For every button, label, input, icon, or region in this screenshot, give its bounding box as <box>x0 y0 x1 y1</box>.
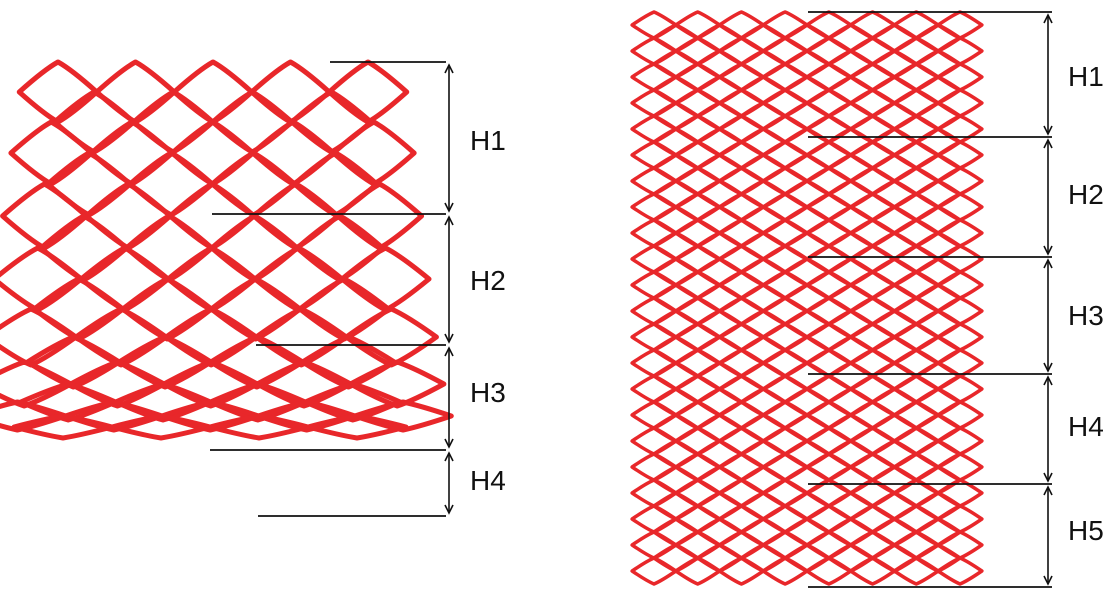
left-mesh-row <box>0 181 425 251</box>
arrowhead <box>444 202 454 213</box>
arrowhead <box>444 346 454 357</box>
left-mesh-row <box>16 59 410 125</box>
arrowhead <box>1043 258 1053 269</box>
left-segment-label: H1 <box>470 125 506 156</box>
arrowhead <box>1043 375 1053 386</box>
arrowhead <box>1043 125 1053 136</box>
arrowhead <box>1043 245 1053 256</box>
arrowhead <box>444 438 454 449</box>
right-segment-label: H5 <box>1068 515 1104 546</box>
arrowhead <box>1043 485 1053 496</box>
left-mesh-row <box>0 245 432 313</box>
left-segment-label: H2 <box>470 265 506 296</box>
arrowhead <box>444 333 454 344</box>
arrowhead <box>1043 575 1053 586</box>
left-segment-label: H4 <box>470 465 506 496</box>
arrowhead <box>444 63 454 74</box>
arrowhead <box>444 504 454 515</box>
right-segment-label: H2 <box>1068 179 1104 210</box>
arrowhead <box>1043 138 1053 149</box>
left-expanded-mesh <box>0 59 454 441</box>
arrowhead <box>1043 13 1053 24</box>
left-mesh-figure: H1 H2 H3 H4 <box>0 59 506 517</box>
arrowhead <box>1043 472 1053 483</box>
right-segment-labels: H1 H2 H3 H4 H5 <box>1068 61 1104 546</box>
right-segment-label: H1 <box>1068 61 1104 92</box>
right-segment-label: H4 <box>1068 411 1104 442</box>
arrowhead <box>1043 362 1053 373</box>
right-segment-label: H3 <box>1068 300 1104 331</box>
left-mesh-row <box>11 413 409 441</box>
arrowhead <box>444 215 454 226</box>
right-mesh-row <box>630 556 984 586</box>
left-mesh-row <box>8 119 417 187</box>
arrowhead <box>444 451 454 462</box>
left-segment-labels: H1 H2 H3 H4 <box>470 125 506 496</box>
right-dimension-lines <box>808 11 1053 588</box>
left-dimension-lines <box>210 61 454 517</box>
right-mesh-figure: H1 H2 H3 H4 H5 <box>630 10 1104 588</box>
right-expanded-mesh <box>630 10 984 586</box>
left-segment-label: H3 <box>470 377 506 408</box>
